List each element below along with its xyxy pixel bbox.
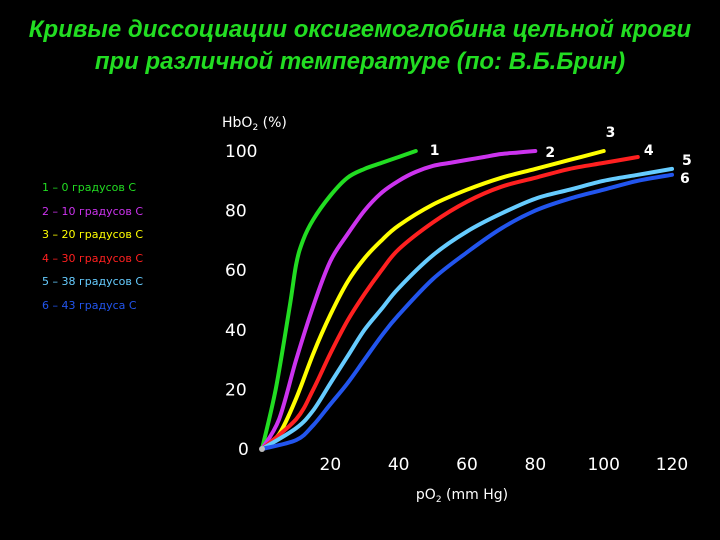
x-tick-label-40: 40 bbox=[388, 455, 410, 475]
series-label-2: 2 bbox=[545, 145, 555, 161]
y-tick-label-100: 100 bbox=[225, 142, 257, 162]
x-axis-title: pO2 (mm Hg) bbox=[416, 487, 508, 505]
series-label-1: 1 bbox=[430, 143, 440, 159]
legend-item-5: 5 – 38 градусов С bbox=[42, 275, 144, 288]
x-tick-label-80: 80 bbox=[525, 455, 547, 475]
legend-item-4: 4 – 30 градусов С bbox=[42, 251, 144, 265]
x-tick-label-100: 100 bbox=[587, 455, 619, 475]
series-label-3: 3 bbox=[606, 125, 616, 141]
x-tick-label-60: 60 bbox=[456, 455, 478, 475]
legend-item-3: 3 – 20 градусов С bbox=[42, 228, 144, 241]
series-line-5 bbox=[260, 166, 674, 451]
chart-title-line-2: при различной температуре (по: В.Б.Брин) bbox=[94, 48, 626, 75]
series-line-4 bbox=[260, 155, 640, 451]
legend-item-6: 6 – 43 градуса С bbox=[42, 298, 137, 312]
series-line-3 bbox=[260, 149, 606, 451]
series-label-4: 4 bbox=[644, 143, 654, 159]
y-tick-label-80: 80 bbox=[225, 202, 247, 222]
y-axis-title: HbO2 (%) bbox=[222, 115, 287, 133]
legend-item-2: 2 – 10 градусов С bbox=[42, 204, 144, 218]
x-tick-label-120: 120 bbox=[656, 455, 688, 475]
y-tick-label-20: 20 bbox=[225, 380, 247, 400]
x-tick-label-20: 20 bbox=[320, 455, 342, 475]
chart-title-line-1: Кривые диссоциации оксигемоглобина цельн… bbox=[28, 16, 692, 43]
series-label-6: 6 bbox=[680, 171, 690, 187]
y-tick-label-60: 60 bbox=[225, 261, 247, 281]
y-tick-label-40: 40 bbox=[225, 321, 247, 341]
chart-title: Кривые диссоциации оксигемоглобина цельн… bbox=[0, 14, 720, 78]
origin-point bbox=[259, 446, 265, 452]
series-line-1 bbox=[260, 149, 418, 451]
y-tick-label-0: 0 bbox=[238, 440, 249, 460]
series-label-5: 5 bbox=[682, 153, 692, 169]
series-line-6 bbox=[260, 172, 674, 451]
legend-item-1: 1 – 0 градусов С bbox=[42, 181, 137, 194]
series-line-2 bbox=[260, 149, 538, 451]
